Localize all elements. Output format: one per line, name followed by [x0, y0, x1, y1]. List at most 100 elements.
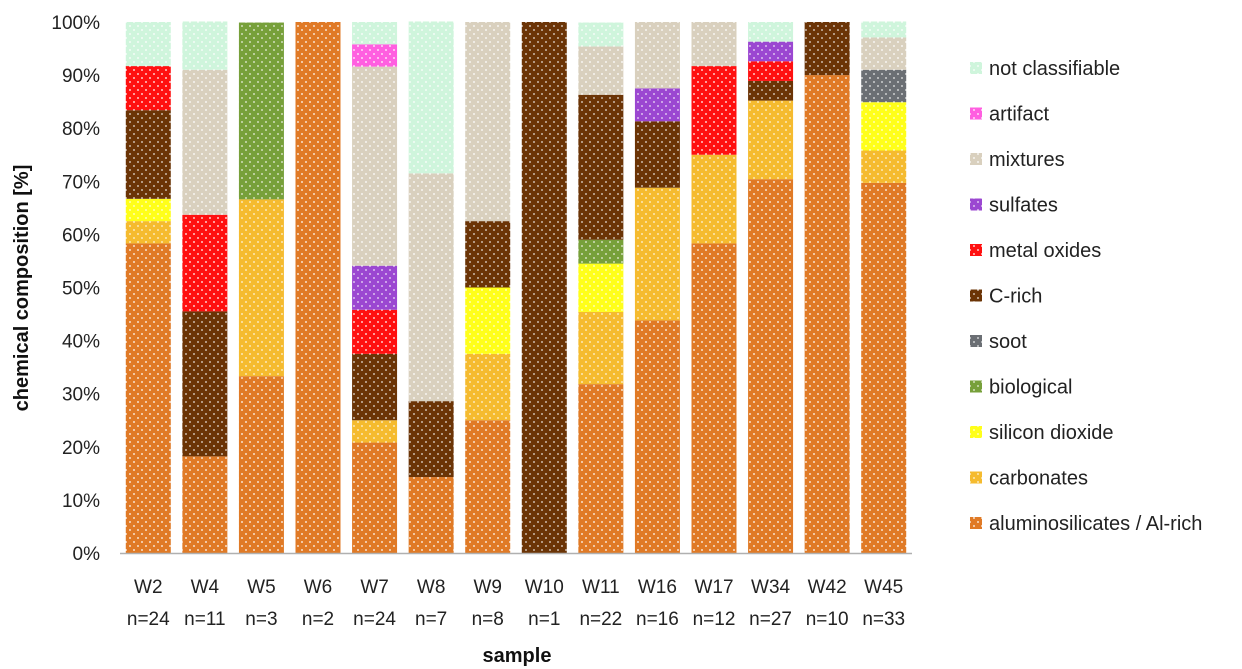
- bar-segment-w5-biological: [238, 22, 284, 200]
- bar-segment-w11-biological: [578, 239, 624, 264]
- legend-item-mixtures: mixtures: [970, 149, 1065, 171]
- legend-item-carbonates: carbonates: [970, 468, 1088, 490]
- y-tick-label: 40%: [62, 332, 100, 353]
- bar-segment-w17-aluminosilicates-al-rich: [691, 243, 737, 553]
- bar-stack-w42: [804, 22, 850, 553]
- bar-segment-w11-aluminosilicates-al-rich: [578, 384, 624, 553]
- bar-stack-w10: [521, 22, 567, 553]
- legend-item-c-rich: C-rich: [970, 286, 1042, 308]
- x-tick-label: W8: [417, 577, 446, 598]
- bar-segment-w16-c-rich: [634, 121, 680, 188]
- bar-segment-w4-not-classifiable: [182, 21, 228, 70]
- bar-stack-w2: [125, 22, 171, 553]
- legend-item-biological: biological: [970, 377, 1072, 399]
- x-tick-label: W17: [694, 577, 733, 598]
- bar-segment-w9-carbonates: [465, 353, 511, 421]
- bar-segment-w4-aluminosilicates-al-rich: [182, 456, 228, 553]
- bar-segment-w8-aluminosilicates-al-rich: [408, 477, 454, 553]
- bar-segment-w9-mixtures: [465, 22, 511, 222]
- x-tick-count: n=3: [245, 609, 277, 630]
- x-tick-count: n=22: [579, 609, 622, 630]
- bar-stack-w6: [295, 22, 341, 553]
- bar-segment-w45-soot: [861, 69, 907, 103]
- bar-segment-w4-metal-oxides: [182, 214, 228, 312]
- bar-segment-w9-aluminosilicates-al-rich: [465, 420, 511, 553]
- legend-label: silicon dioxide: [989, 422, 1114, 444]
- bar-segment-w11-mixtures: [578, 46, 624, 95]
- x-tick-count: n=33: [862, 609, 905, 630]
- y-tick-label: 100%: [51, 13, 100, 34]
- bar-segment-w5-aluminosilicates-al-rich: [238, 376, 284, 553]
- bar-segment-w11-silicon-dioxide: [578, 263, 624, 312]
- bar-segment-w17-mixtures: [691, 22, 737, 67]
- legend-label: biological: [989, 377, 1072, 399]
- x-tick-count: n=8: [472, 609, 504, 630]
- x-tick-count: n=16: [636, 609, 679, 630]
- x-tick-label: W2: [134, 577, 163, 598]
- legend-item-artifact: artifact: [970, 104, 1049, 126]
- bars: [125, 21, 907, 553]
- bar-segment-w7-not-classifiable: [352, 22, 398, 45]
- bar-segment-w7-artifact: [352, 44, 398, 67]
- bar-segment-w7-c-rich: [352, 353, 398, 421]
- bar-segment-w2-metal-oxides: [125, 66, 171, 111]
- bar-segment-w8-mixtures: [408, 173, 454, 402]
- bar-segment-w9-c-rich: [465, 221, 511, 288]
- bar-stack-w11: [578, 22, 624, 553]
- legend-swatch: [970, 153, 982, 165]
- legend-label: metal oxides: [989, 240, 1101, 262]
- bar-segment-w16-aluminosilicates-al-rich: [634, 320, 680, 553]
- legend-item-not-classifiable: not classifiable: [970, 58, 1120, 80]
- bar-segment-w6-aluminosilicates-al-rich: [295, 22, 341, 553]
- bar-segment-w4-c-rich: [182, 311, 228, 457]
- legend-label: soot: [989, 331, 1027, 353]
- bar-segment-w2-not-classifiable: [125, 22, 171, 67]
- bar-segment-w16-mixtures: [634, 22, 680, 89]
- legend: not classifiable artifact mixtures sulfates…: [970, 58, 1202, 535]
- bar-segment-w7-mixtures: [352, 66, 398, 266]
- x-tick-label: W16: [638, 577, 677, 598]
- bar-segment-w42-aluminosilicates-al-rich: [804, 75, 850, 553]
- y-tick-label: 80%: [62, 119, 100, 140]
- bar-segment-w9-silicon-dioxide: [465, 287, 511, 354]
- legend-swatch: [970, 517, 982, 529]
- bar-segment-w10-c-rich: [521, 22, 567, 553]
- x-tick-label: W42: [808, 577, 847, 598]
- x-axis-title: sample: [483, 645, 552, 667]
- y-tick-label: 0%: [73, 544, 101, 565]
- bar-segment-w34-metal-oxides: [748, 61, 794, 81]
- bar-stack-w4: [182, 21, 228, 553]
- x-tick-label: W34: [751, 577, 791, 598]
- bar-segment-w16-carbonates: [634, 187, 680, 321]
- legend-label: not classifiable: [989, 58, 1120, 80]
- bar-segment-w5-carbonates: [238, 199, 284, 377]
- bar-segment-w45-carbonates: [861, 150, 907, 183]
- x-tick-count: n=2: [302, 609, 334, 630]
- x-tick-label: W4: [191, 577, 220, 598]
- bar-segment-w34-carbonates: [748, 100, 794, 180]
- x-tick-label: W7: [360, 577, 389, 598]
- x-axis-ticks: W2 n=24 W4 n=11 W5 n=3 W6 n=2 W7 n=24 W8 n=7 W9 n=8 W1…: [127, 577, 905, 630]
- bar-segment-w8-not-classifiable: [408, 21, 454, 174]
- x-tick-count: n=24: [127, 609, 170, 630]
- bar-stack-w45: [861, 21, 907, 553]
- legend-item-silicon-dioxide: silicon dioxide: [970, 422, 1114, 444]
- bar-segment-w11-c-rich: [578, 94, 624, 240]
- legend-label: carbonates: [989, 468, 1088, 490]
- bar-stack-w16: [634, 22, 680, 553]
- x-tick-count: n=27: [749, 609, 792, 630]
- legend-item-metal-oxides: metal oxides: [970, 240, 1101, 262]
- bar-segment-w7-sulfates: [352, 265, 398, 310]
- legend-swatch: [970, 198, 982, 211]
- bar-segment-w7-aluminosilicates-al-rich: [352, 442, 398, 553]
- bar-segment-w2-c-rich: [125, 110, 171, 199]
- y-axis-ticks: 0% 10% 20% 30% 40% 50% 60% 70% 80% 90% 100%: [51, 13, 100, 565]
- x-tick-label: W11: [582, 577, 620, 598]
- bar-stack-w5: [238, 22, 284, 553]
- bar-segment-w45-aluminosilicates-al-rich: [861, 182, 907, 553]
- x-tick-label: W9: [473, 577, 502, 598]
- bar-segment-w11-not-classifiable: [578, 22, 624, 47]
- x-tick-label: W10: [525, 577, 564, 598]
- legend-item-soot: soot: [970, 331, 1027, 353]
- legend-swatch: [970, 107, 982, 120]
